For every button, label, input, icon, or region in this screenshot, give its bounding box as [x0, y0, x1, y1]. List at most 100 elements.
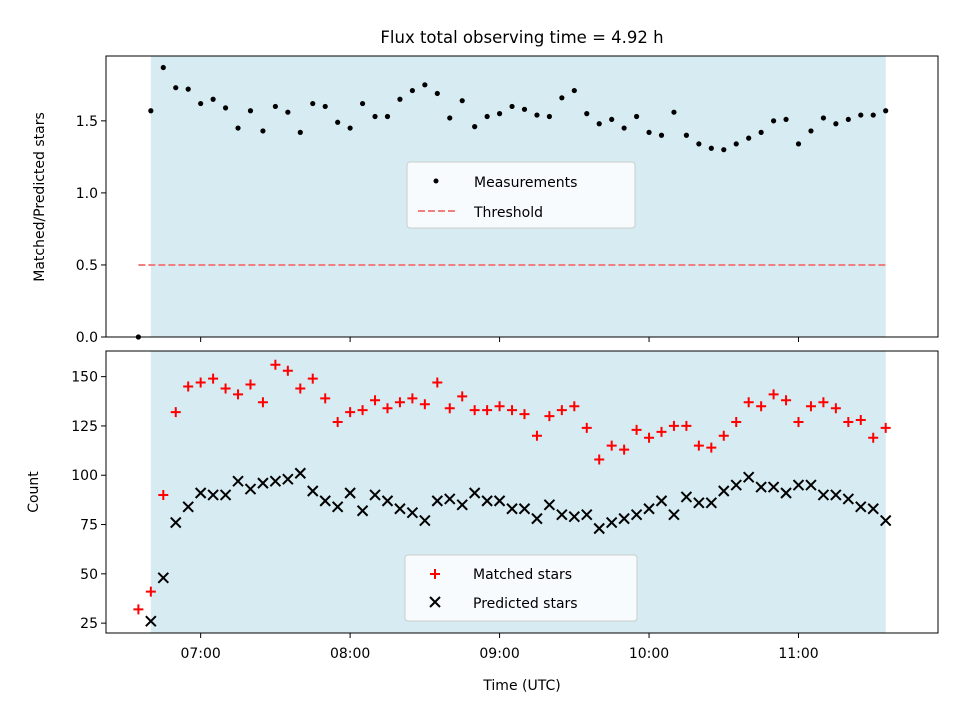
matched-star-point — [245, 379, 256, 390]
matched-star-point — [531, 430, 542, 441]
y-tick-label: 1.0 — [76, 186, 98, 202]
measurement-point — [633, 113, 640, 120]
measurement-point — [198, 100, 204, 107]
measurement-point — [721, 147, 727, 153]
measurement-point — [845, 116, 851, 123]
measurement-point — [820, 115, 827, 121]
predicted-star-point — [394, 503, 406, 515]
bottom-axes-frame — [105, 350, 939, 634]
measurement-point — [870, 112, 876, 118]
matched-star-point — [457, 391, 468, 402]
measurement-point — [833, 121, 839, 127]
measurement-point — [260, 128, 266, 134]
y-tick-label: 75 — [80, 518, 98, 534]
predicted-star-point — [194, 487, 207, 499]
y-tick-label: 100 — [71, 468, 98, 484]
x-tick-label: 10:00 — [629, 646, 669, 662]
predicted-star-point — [680, 491, 693, 503]
measurement-point — [210, 96, 216, 102]
measurement-point — [384, 113, 391, 120]
legend-measurements-label: Measurements — [474, 175, 577, 191]
matched-star-point — [569, 401, 580, 412]
predicted-star-point — [207, 489, 219, 501]
matched-star-point — [606, 440, 617, 451]
bottom-legend: Matched stars Predicted stars — [404, 554, 638, 622]
matched-star-point — [805, 401, 816, 412]
measurement-point — [496, 111, 503, 117]
predicted-star-point — [319, 495, 331, 507]
x-axis-label: Time (UTC) — [482, 678, 560, 694]
predicted-star-point — [344, 487, 356, 499]
measurement-point — [185, 86, 191, 92]
predicted-star-point — [605, 516, 618, 529]
predicted-star-point — [406, 506, 419, 519]
matched-star-point — [432, 377, 443, 388]
measurement-point — [359, 100, 366, 107]
matched-star-point — [382, 403, 393, 414]
matched-star-point — [270, 359, 281, 370]
predicted-star-point — [331, 501, 344, 513]
matched-star-point — [257, 397, 268, 408]
measurement-point — [770, 118, 777, 124]
measurement-point — [783, 116, 789, 123]
predicted-star-point — [693, 497, 705, 509]
predicted-star-point — [556, 508, 568, 521]
measurement-point — [472, 124, 478, 130]
matched-star-point — [158, 489, 169, 500]
matched-star-point — [793, 416, 804, 427]
matched-star-point — [507, 405, 518, 416]
matched-star-point — [320, 393, 331, 404]
predicted-star-point — [742, 471, 755, 483]
matched-star-point — [419, 399, 430, 410]
measurement-point — [247, 108, 254, 114]
predicted-star-point — [618, 512, 630, 525]
matched-star-point — [781, 395, 792, 406]
measurement-point — [160, 64, 166, 71]
matched-star-point — [644, 432, 655, 443]
predicted-star-point — [257, 477, 269, 489]
matched-star-point — [282, 365, 293, 376]
predicted-star-point — [481, 495, 493, 507]
x-tick-label: 08:00 — [330, 646, 370, 662]
bottom-legend-box — [404, 554, 638, 622]
matched-star-point — [668, 420, 679, 431]
measurement-point — [173, 85, 179, 91]
measurement-point — [148, 108, 154, 114]
predicted-star-point — [830, 489, 842, 501]
measurement-point — [297, 129, 303, 135]
matched-star-point — [544, 411, 555, 422]
y-tick-label: 50 — [80, 567, 98, 583]
y-tick-label: 25 — [80, 616, 98, 632]
top-legend: Measurements Threshold — [406, 161, 636, 229]
measurement-point — [335, 119, 341, 125]
predicted-star-point — [805, 479, 817, 491]
matched-star-point — [656, 426, 667, 437]
y-tick-label: 125 — [71, 419, 98, 435]
matched-star-point — [830, 403, 841, 414]
measurement-point — [609, 116, 615, 123]
matched-star-point — [631, 424, 642, 435]
predicted-star-point — [842, 493, 855, 505]
matched-star-point — [880, 422, 891, 433]
matched-star-point — [619, 444, 630, 455]
predicted-star-point — [855, 501, 867, 513]
measurement-point — [646, 129, 652, 135]
measurement-point — [447, 115, 453, 121]
legend-predicted-label: Predicted stars — [473, 596, 578, 612]
measurement-point — [671, 109, 677, 115]
matched-star-point — [307, 373, 318, 384]
predicted-star-point — [369, 489, 381, 501]
predicted-star-point — [269, 475, 282, 487]
measurement-point — [422, 82, 428, 88]
predicted-star-point — [817, 489, 830, 501]
matched-star-point — [768, 389, 779, 400]
predicted-star-point — [655, 495, 668, 507]
predicted-star-point — [543, 499, 556, 511]
predicted-star-point — [468, 487, 481, 499]
y-tick-label: 0.5 — [76, 258, 98, 274]
measurement-point — [509, 103, 515, 110]
predicted-star-point — [444, 493, 456, 505]
top-y-axis-label: Matched/Predicted stars — [32, 112, 48, 282]
matched-star-point — [133, 604, 144, 615]
